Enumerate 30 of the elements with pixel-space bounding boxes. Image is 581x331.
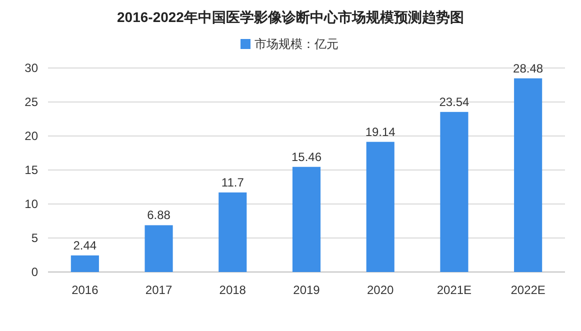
y-tick-label: 10 [24,197,38,211]
x-tick-label: 2018 [219,283,246,297]
data-label: 15.46 [291,150,322,164]
y-tick-label: 30 [24,61,38,75]
bar [514,78,542,272]
y-tick-label: 5 [31,231,38,245]
data-label: 6.88 [147,208,171,222]
bar [144,225,173,272]
data-label: 19.14 [365,124,396,139]
x-tick-label: 2019 [293,283,320,297]
bar [218,192,247,272]
bar [70,255,99,272]
x-tick-label: 2016 [72,283,99,297]
y-tick-label: 25 [24,95,38,109]
y-tick-label: 15 [24,163,38,177]
bar [292,166,321,272]
data-label: 23.54 [439,94,470,109]
x-tick-label: 2021E [436,283,472,297]
bar [366,142,394,272]
data-label: 28.48 [513,61,544,76]
data-label: 11.7 [221,175,244,190]
x-tick-label: 2022E [510,283,546,297]
bar [440,112,468,272]
data-label: 2.44 [73,238,97,252]
legend-label: 市场规模：亿元 [254,37,338,51]
chart-title: 2016-2022年中国医学影像诊断中心市场规模预测趋势图 [117,9,464,25]
y-tick-label: 0 [31,265,38,279]
x-tick-label: 2020 [367,283,394,297]
x-tick-label: 2017 [145,283,172,297]
y-tick-label: 20 [24,129,38,143]
